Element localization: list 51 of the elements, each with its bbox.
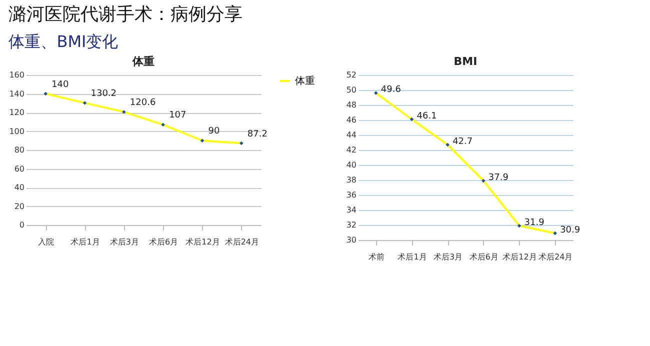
x-tick-label: 入院 <box>38 238 54 246</box>
line-series <box>374 91 557 236</box>
y-tick-label: 42 <box>346 146 356 154</box>
x-tick-label: 术后12月 <box>502 252 537 262</box>
y-tick-label: 60 <box>14 164 24 174</box>
x-tick-label: 术前 <box>368 252 384 262</box>
data-label: 31.9 <box>524 218 545 228</box>
y-tick-label: 40 <box>346 160 356 170</box>
y-tick-label: 34 <box>346 206 356 214</box>
y-tick-label: 50 <box>346 86 356 94</box>
x-tick-label: 术后24月 <box>224 238 260 246</box>
y-tick-label: 46 <box>346 116 356 124</box>
y-tick-label: 120 <box>9 108 24 117</box>
data-label: 49.6 <box>380 85 402 95</box>
x-tick-label: 术后1月 <box>398 252 427 262</box>
x-tick-label: 术后3月 <box>110 238 139 246</box>
y-tick-label: 32 <box>346 220 356 230</box>
x-tick-label: 术后24月 <box>538 252 573 262</box>
text: 潞河医院代谢手术：病例分享 <box>8 4 243 25</box>
y-tick-label: 140 <box>9 89 24 98</box>
y-tick-label: 20 <box>14 202 24 211</box>
y-tick-label: 30 <box>346 236 356 244</box>
y-tick-label: 36 <box>346 190 356 200</box>
data-label: 130.2 <box>90 88 117 99</box>
chart-title: 体重 <box>132 55 154 68</box>
data-label: 120.6 <box>130 98 156 108</box>
y-tick-label: 160 <box>9 70 24 80</box>
y-tick-label: 48 <box>346 100 356 110</box>
y-tick-label: 38 <box>346 176 356 184</box>
data-label: 42.7 <box>452 136 473 147</box>
x-tick-label: 术后1月 <box>70 238 100 246</box>
data-label: 37.9 <box>488 172 509 183</box>
data-label: 107 <box>169 110 186 121</box>
text: 体重、BMI变化 <box>8 32 118 51</box>
data-label: 46.1 <box>416 111 437 122</box>
x-tick-label: 术后6月 <box>149 238 178 246</box>
chart-title: BMI <box>454 55 478 68</box>
y-tick-label: 52 <box>346 70 356 80</box>
data-label: 90 <box>208 126 220 137</box>
y-tick-label: 80 <box>14 146 24 154</box>
y-tick-label: 40 <box>14 183 24 192</box>
x-tick-label: 术后12月 <box>186 238 220 246</box>
y-tick-label: 100 <box>9 126 24 136</box>
data-label: 87.2 <box>247 129 268 140</box>
x-tick-label: 术后6月 <box>469 252 498 262</box>
data-label: 30.9 <box>560 225 580 236</box>
y-tick-label: 0 <box>19 220 24 230</box>
data-label: 140 <box>52 80 70 90</box>
x-tick-label: 术后3月 <box>434 252 463 262</box>
y-tick-label: 44 <box>346 130 356 140</box>
legend-label: 体重 <box>295 75 315 87</box>
